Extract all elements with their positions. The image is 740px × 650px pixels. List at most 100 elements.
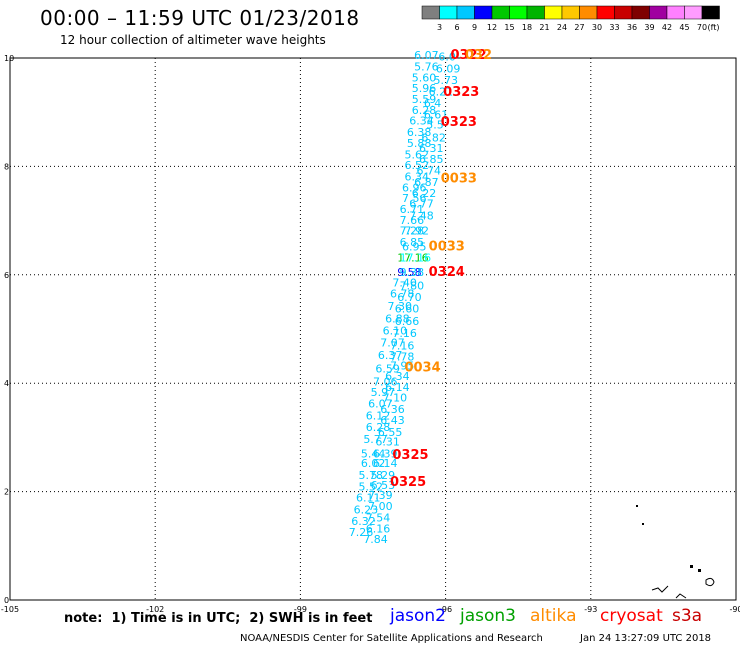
wave-height-label: 9.38 (400, 266, 425, 279)
wave-height-label: 6.28 (412, 104, 437, 117)
island-dot (698, 569, 701, 572)
wave-height-label: 6.52 (404, 159, 429, 172)
wave-height-label: 7.48 (409, 210, 434, 223)
wave-height-label: 7.54 (366, 511, 391, 524)
map-frame (9, 57, 737, 601)
wave-height-label: 6.74 (417, 165, 442, 178)
wave-height-label: 6.43 (380, 414, 405, 427)
pass-time-label: 0323 (443, 85, 479, 100)
pass-time-label: 0324 (429, 265, 465, 280)
x-tick-label: -99 (294, 605, 307, 614)
legend-swatch (649, 5, 668, 20)
legend-label: 33 (609, 23, 619, 32)
wave-height-label: 6.34 (409, 115, 434, 128)
legend-swatch (631, 5, 650, 20)
wave-height-label: 6.28 (366, 421, 391, 434)
legend-label: 24 (557, 23, 567, 32)
wave-height-label: 17.16 (400, 251, 432, 264)
wave-height-label: 6.32 (351, 515, 376, 528)
legend-label: 70 (697, 23, 707, 32)
legend-label: 36 (627, 23, 637, 32)
wave-height-label: 6.55 (378, 426, 403, 439)
wave-height-label: 6.39 (373, 447, 398, 460)
wave-height-label: 6.70 (397, 291, 422, 304)
wave-height-label: 6.4 (424, 97, 442, 110)
x-tick-label: -105 (1, 605, 19, 614)
legend-swatch (456, 5, 475, 20)
legend-label: 30 (592, 23, 602, 32)
wave-height-label: 7.78 (390, 350, 415, 363)
generated-timestamp: Jan 24 13:27:09 UTC 2018 (580, 633, 712, 644)
wave-height-label: 7.80 (400, 279, 425, 292)
wave-height-label: 7.16 (390, 340, 415, 353)
legend-swatch (474, 5, 493, 20)
wave-height-label: 17.16 (397, 251, 429, 264)
wave-height-label: 6.61 (424, 109, 449, 122)
wave-height-label: 6.23 (354, 503, 379, 516)
island-dot (636, 505, 638, 507)
x-tick-label: -90 (729, 605, 740, 614)
legend-swatch (421, 5, 440, 20)
wave-height-label: 7.00 (368, 500, 393, 513)
legend-label: 21 (539, 23, 549, 32)
legend-label: 42 (662, 23, 672, 32)
wave-height-label: 5.78 (358, 469, 383, 482)
pass-time-label: 0325 (390, 475, 426, 490)
wave-height-label: 6.10 (383, 324, 408, 337)
legend-label: 18 (522, 23, 532, 32)
y-tick-label: 10 (4, 54, 14, 63)
wave-height-label: 7.39 (368, 489, 393, 502)
wave-height-label: 6.0 (438, 51, 456, 64)
island-dot (690, 565, 693, 568)
wave-height-label: 7.07 (380, 336, 405, 349)
wave-height-label: 5.59 (412, 93, 437, 106)
wave-height-label: 6.53 (371, 479, 396, 492)
wave-height-label: 6.12 (366, 410, 391, 423)
wave-height-label: 6.85 (419, 153, 444, 166)
wave-height-label: 7.10 (383, 392, 408, 405)
wave-height-label: 7.40 (392, 277, 417, 290)
wave-height-label: 6.66 (395, 315, 420, 328)
wave-height-label: 7.26 (349, 526, 374, 539)
map-subtitle: 12 hour collection of altimeter wave hei… (60, 33, 326, 47)
coastline-fragment (651, 585, 669, 593)
wave-height-label: 7.84 (363, 533, 388, 546)
y-tick-label: 8 (4, 162, 9, 171)
legend-swatch (701, 5, 720, 20)
legend-label: 27 (574, 23, 584, 32)
wave-height-label: 6.38 (407, 126, 432, 139)
wave-height-label: 7.95 (390, 360, 415, 373)
legend-swatch (666, 5, 685, 20)
satellite-legend-cryosat: cryosat (600, 606, 663, 626)
wave-height-label: 5.5 (426, 118, 444, 131)
wave-height-label: 7.06 (373, 375, 398, 388)
legend-label: 45 (679, 23, 689, 32)
pass-time-label: 0325 (392, 448, 428, 463)
wave-height-label: 6.34 (385, 370, 410, 383)
pass-time-label: 0033 (429, 239, 465, 254)
legend-label: 12 (487, 23, 497, 32)
legend-swatch (491, 5, 510, 20)
wave-height-label: 6.71 (400, 203, 425, 216)
x-tick-label: -93 (584, 605, 597, 614)
legend-label: 3 (437, 23, 442, 32)
wave-height-label: 6.09 (436, 63, 461, 76)
wave-height-label: 6.07 (414, 49, 439, 62)
wave-height-label: 6.22 (412, 187, 437, 200)
wave-height-label: 6.07 (368, 398, 393, 411)
wave-height-label: 6.60 (395, 303, 420, 316)
wave-height-label: 6.95 (402, 240, 427, 253)
legend-unit: (ft) (707, 23, 719, 32)
wave-height-label: 6.77 (409, 198, 434, 211)
satellite-legend-jason3: jason3 (460, 606, 516, 626)
wave-height-label: 6.87 (414, 176, 439, 189)
y-tick-label: 0 (4, 596, 9, 605)
legend-swatch (561, 5, 580, 20)
wave-height-label: 6.14 (373, 457, 398, 470)
legend-swatch (579, 5, 598, 20)
map-title: 00:00 – 11:59 UTC 01/23/2018 (40, 6, 360, 30)
legend-label: 9 (472, 23, 477, 32)
credit-line: NOAA/NESDIS Center for Satellite Applica… (240, 633, 543, 644)
y-tick-label: 4 (4, 379, 9, 388)
